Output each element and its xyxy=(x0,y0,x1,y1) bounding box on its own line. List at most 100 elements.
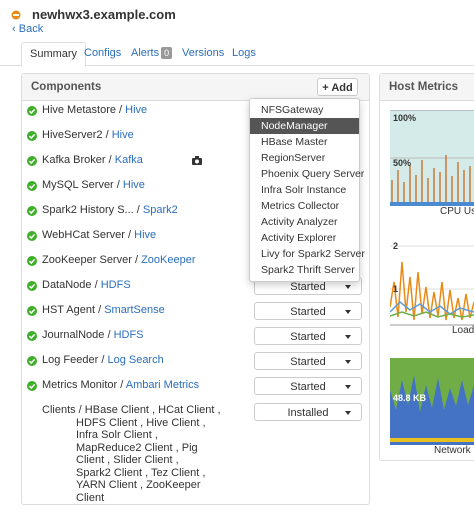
axis-label: 100% xyxy=(393,113,417,123)
status-text[interactable]: Started xyxy=(290,381,326,393)
service-link[interactable]: ZooKeeper xyxy=(141,254,196,266)
caret xyxy=(345,310,351,314)
clients-line: Client xyxy=(76,491,105,504)
menu-item[interactable]: Phoenix Query Server xyxy=(261,168,365,180)
separator: / xyxy=(134,254,139,266)
separator: / xyxy=(107,329,111,341)
status-icon xyxy=(11,10,21,20)
component-name: DataNode xyxy=(42,279,92,291)
service-link[interactable]: Hive xyxy=(125,104,148,116)
menu-item[interactable]: NFSGateway xyxy=(261,104,324,116)
component-name: Hive Metastore xyxy=(42,104,116,116)
clients-line: HDFS Client , Hive Client , xyxy=(76,416,206,429)
component-name: HiveServer2 xyxy=(42,129,103,141)
status-check xyxy=(27,231,37,241)
menu-item[interactable]: Livy for Spark2 Server xyxy=(261,248,365,260)
menu-item[interactable]: Spark2 Thrift Server xyxy=(261,264,355,276)
panel-title: Host Metrics xyxy=(389,81,459,93)
status-text[interactable]: Installed xyxy=(287,407,329,419)
service-link[interactable]: Hive xyxy=(111,129,134,141)
component-row: ZooKeeper Server / ZooKeeper xyxy=(42,254,196,266)
tab[interactable]: Versions xyxy=(182,47,225,59)
tab[interactable]: Configs xyxy=(84,47,122,59)
component-row: Hive Metastore / Hive xyxy=(42,104,147,116)
menu-item[interactable]: HBase Master xyxy=(261,136,328,148)
status-check xyxy=(27,181,37,191)
separator: / xyxy=(128,229,132,241)
badge: 0 xyxy=(161,47,173,59)
status-text[interactable]: Started xyxy=(290,281,326,293)
chart-title: CPU Usa xyxy=(440,206,474,217)
caret xyxy=(345,411,351,415)
menu-item[interactable]: RegionServer xyxy=(261,152,326,164)
status-check xyxy=(27,381,37,391)
clients-line: YARN Client , ZooKeeper xyxy=(76,479,201,491)
add-button[interactable]: + Add xyxy=(317,78,358,96)
component-row: JournalNode / HDFS xyxy=(42,329,144,341)
status-check xyxy=(27,281,37,291)
component-name: MySQL Server xyxy=(42,179,114,191)
component-row: Log Feeder / Log Search xyxy=(42,354,164,366)
status-text[interactable]: Started xyxy=(290,331,326,343)
service-link[interactable]: Kafka xyxy=(114,154,143,166)
component-name: JournalNode xyxy=(42,329,105,341)
status-button[interactable]: Started xyxy=(254,352,362,370)
status-check xyxy=(27,106,37,116)
menu-item[interactable]: NodeManager xyxy=(250,118,359,134)
load-chart xyxy=(390,245,474,326)
service-link[interactable]: Log Search xyxy=(107,354,164,366)
separator: / xyxy=(108,154,112,166)
separator: / xyxy=(119,104,123,116)
panel-title: Components xyxy=(31,81,102,93)
service-link[interactable]: SmartSense xyxy=(104,304,165,316)
service-link[interactable]: Spark2 xyxy=(142,204,178,216)
network-chart xyxy=(390,358,474,445)
clients-line: Spark2 Client , Tez Client , xyxy=(76,466,206,479)
tab[interactable]: Summary xyxy=(21,42,87,67)
tab[interactable]: Logs xyxy=(232,47,256,59)
back-text[interactable]: Back xyxy=(18,23,44,35)
caret xyxy=(345,285,351,289)
caret xyxy=(345,360,351,364)
menu-item[interactable]: Activity Analyzer xyxy=(261,216,338,228)
status-button[interactable]: Started xyxy=(254,302,362,320)
component-name: WebHCat Server xyxy=(42,229,125,241)
status-check xyxy=(27,356,37,366)
menu-item[interactable]: Metrics Collector xyxy=(261,200,340,212)
status-check xyxy=(27,331,37,341)
separator: / xyxy=(136,204,140,216)
tab[interactable]: Alerts 0 xyxy=(131,42,173,65)
chart-title: Load xyxy=(452,325,474,336)
add-text[interactable]: Add xyxy=(331,82,353,94)
status-text[interactable]: Started xyxy=(290,306,326,318)
service-link[interactable]: HDFS xyxy=(113,329,144,341)
status-check xyxy=(27,131,37,141)
separator: / xyxy=(116,179,120,191)
separator: / xyxy=(98,304,102,316)
caret xyxy=(345,385,351,389)
service-link[interactable]: Ambari Metrics xyxy=(125,379,200,391)
clients-line: MapReduce2 Client , Pig xyxy=(76,441,198,454)
back-link[interactable]: ‹ Back xyxy=(12,23,44,35)
status-text[interactable]: Started xyxy=(290,356,326,368)
component-row: Metrics Monitor / Ambari Metrics xyxy=(42,379,199,391)
separator: / xyxy=(105,129,109,141)
component-row: HiveServer2 / Hive xyxy=(42,129,134,141)
component-row: DataNode / HDFS xyxy=(42,279,131,291)
status-button[interactable]: Started xyxy=(254,377,362,395)
component-name: HST Agent xyxy=(42,304,95,316)
tab-label[interactable]: Alerts xyxy=(131,47,160,59)
status-check xyxy=(27,306,37,316)
caret xyxy=(345,335,351,339)
menu-item[interactable]: Infra Solr Instance xyxy=(261,184,347,196)
service-link[interactable]: Hive xyxy=(122,179,145,191)
service-link[interactable]: HDFS xyxy=(100,279,131,291)
camera-icon[interactable] xyxy=(192,156,202,165)
metrics-panel xyxy=(379,73,474,461)
panel-header xyxy=(22,74,369,101)
menu-item[interactable]: Activity Explorer xyxy=(261,232,337,244)
status-button[interactable]: Installed xyxy=(254,403,362,421)
status-check xyxy=(27,256,37,266)
service-link[interactable]: Hive xyxy=(134,229,157,241)
status-button[interactable]: Started xyxy=(254,327,362,345)
